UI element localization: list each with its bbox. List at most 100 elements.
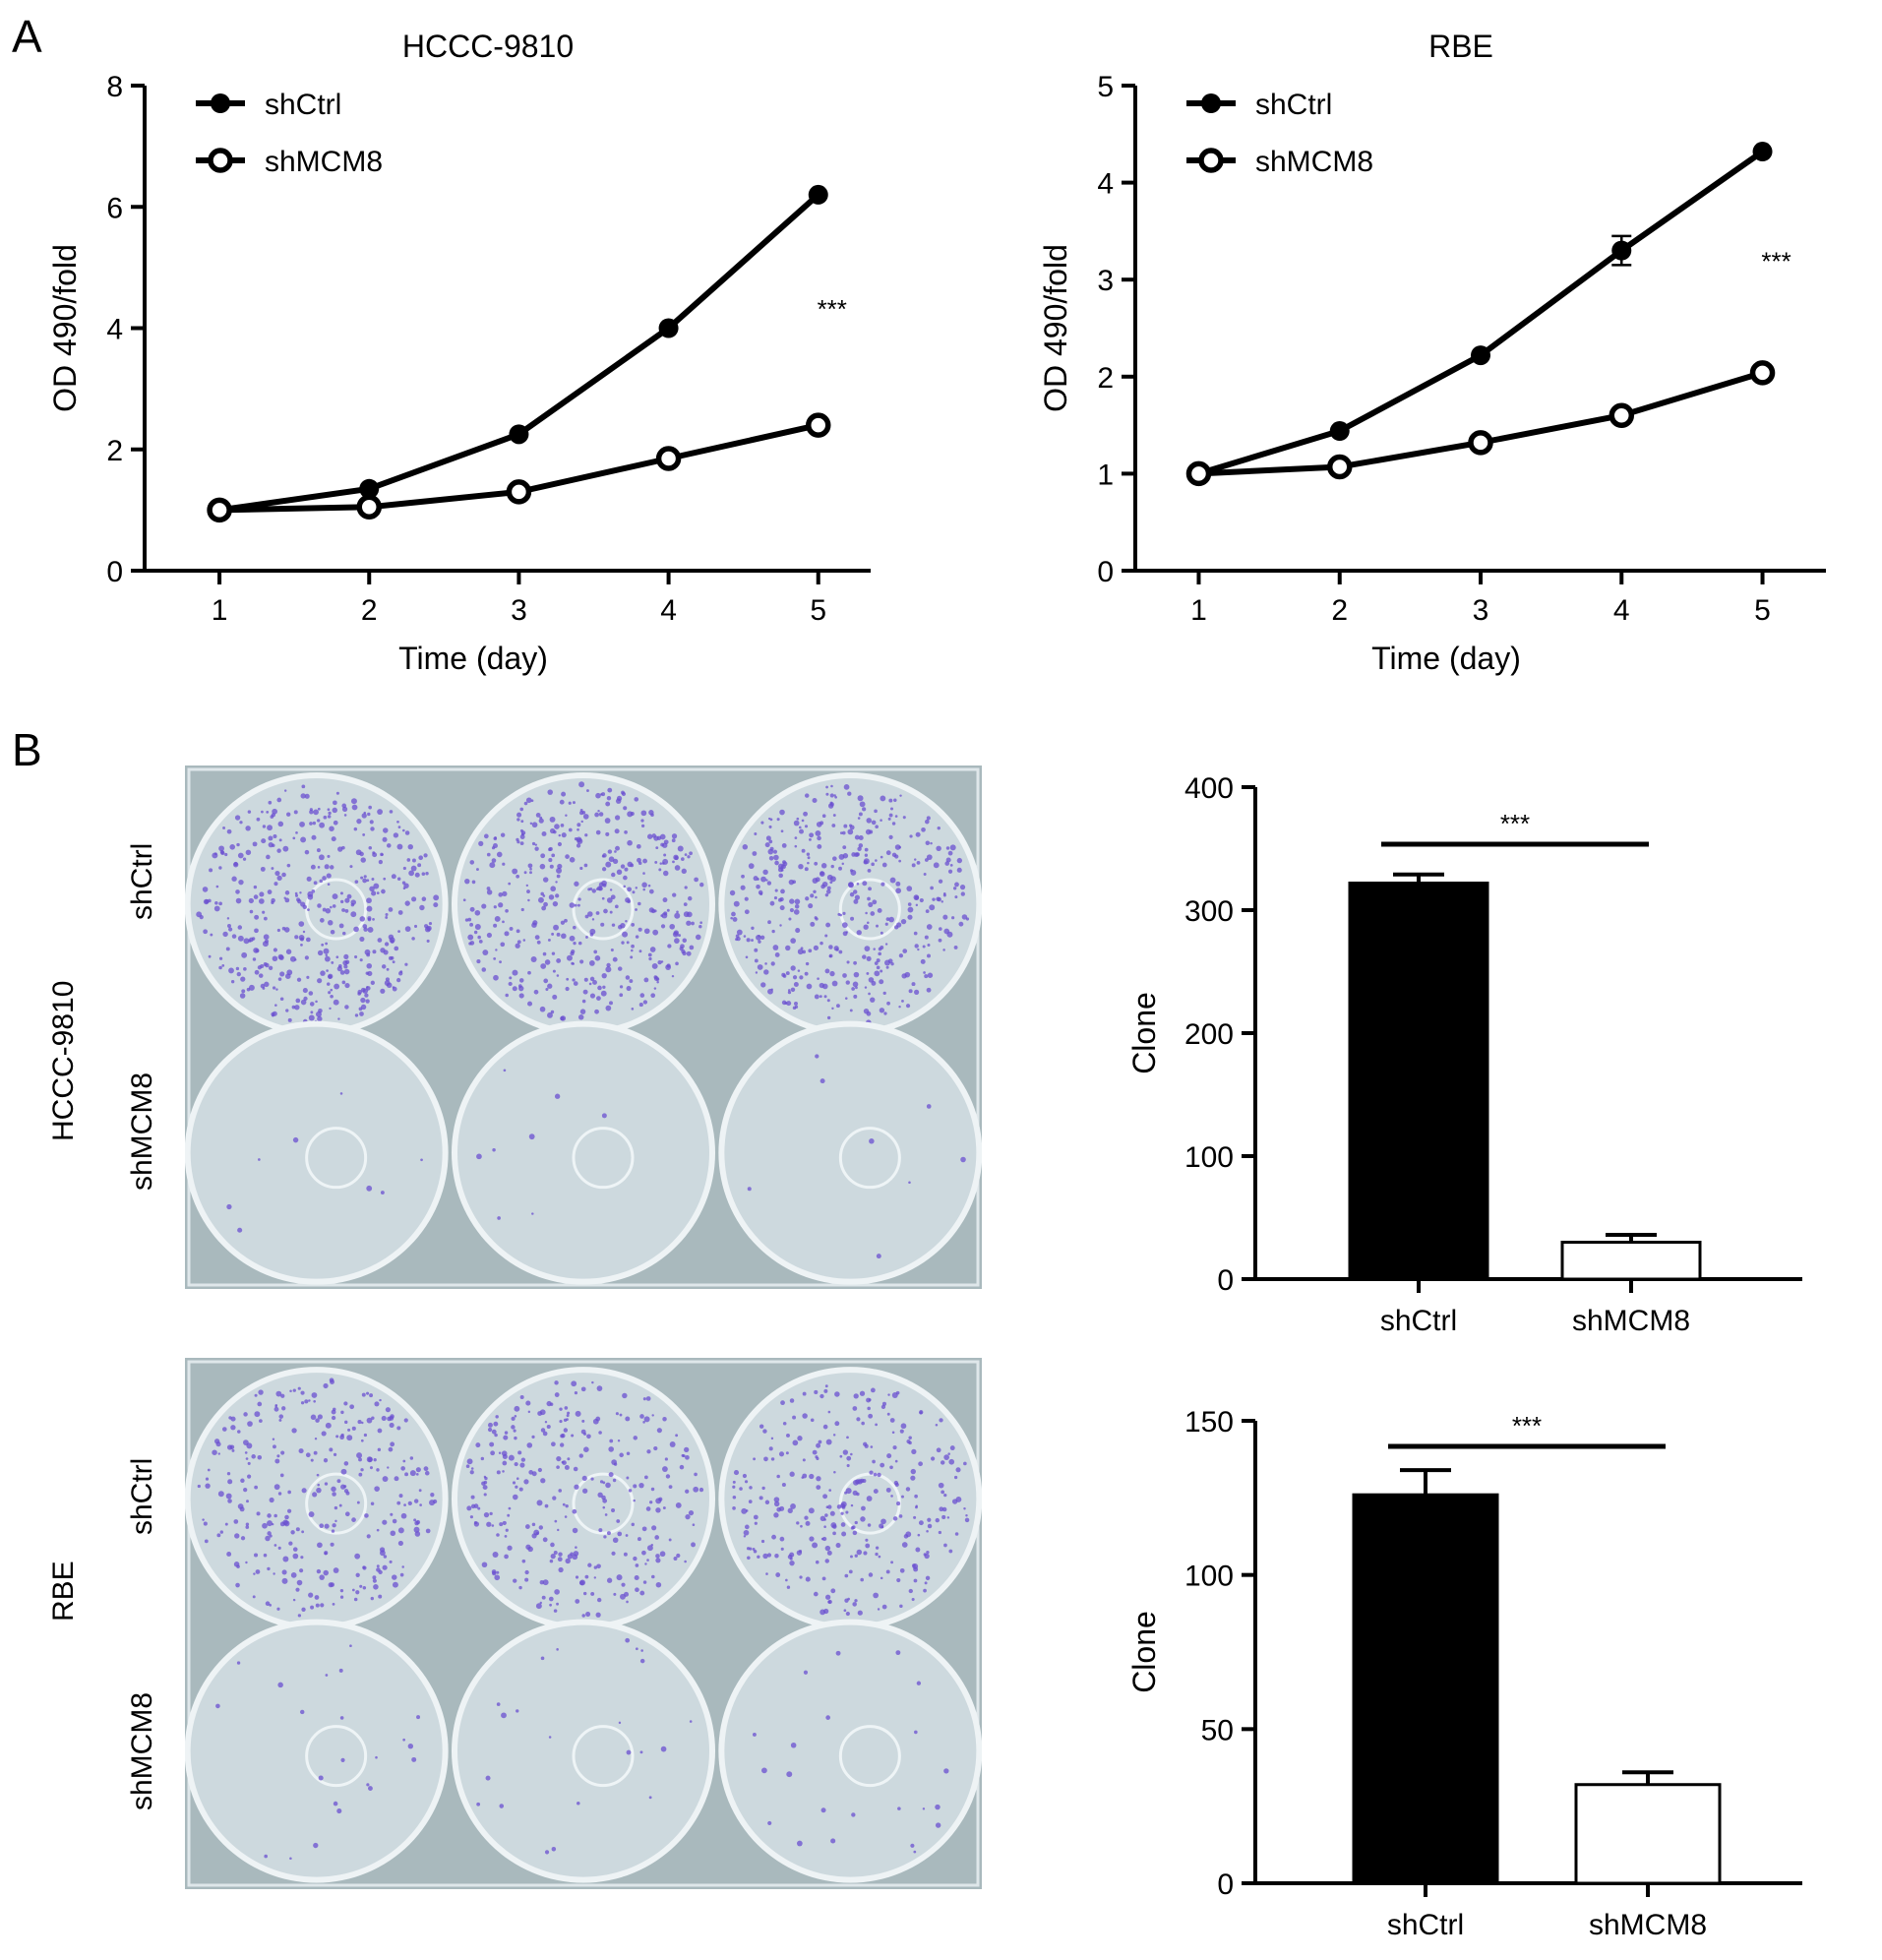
colony [541,830,547,836]
colony [910,1843,915,1848]
colony [247,1461,251,1465]
colony [825,888,831,894]
colony [340,1433,344,1438]
colony [324,1523,330,1529]
colony [210,933,213,937]
colony [284,973,291,979]
colony [268,965,273,970]
colony [398,1494,403,1499]
colony [646,1545,653,1552]
colony [945,857,951,863]
colony [862,881,868,887]
colony [880,795,886,802]
colony [226,828,232,834]
colony [884,943,888,946]
colony [815,1560,820,1564]
legend-label-shMCM8: shMCM8 [1255,146,1373,178]
colony [646,1559,649,1562]
colony [897,1807,901,1810]
colony [940,1460,945,1465]
colony [873,1489,879,1495]
colony [829,881,833,885]
colony [396,1501,401,1505]
colony [927,953,931,958]
colony [226,917,230,920]
colony [392,986,397,992]
colony [639,1414,644,1419]
colony [494,1574,501,1581]
colony [246,1500,249,1503]
colony [363,927,368,932]
colony [272,986,276,990]
colony [332,1523,336,1528]
colony [342,931,346,936]
colony [617,1439,621,1442]
colony [516,874,520,879]
colony [293,810,298,815]
colony [354,955,358,959]
colony [779,924,782,927]
colony [299,1568,304,1573]
colony [314,1437,318,1440]
colony [635,887,638,889]
colony [832,856,837,861]
colony [617,1531,623,1537]
colony [789,898,795,904]
colony [309,1002,315,1007]
colony [923,1553,927,1557]
colony [655,1507,661,1513]
colony [364,1513,369,1518]
colony [854,834,860,840]
colony [310,1605,315,1610]
colony [547,789,553,795]
colony [310,1011,314,1014]
colony [502,1460,508,1466]
colony [276,848,281,853]
colony [273,1444,276,1449]
colony [399,1572,404,1577]
colony [826,874,833,881]
colony [633,1484,637,1489]
colony [815,830,821,836]
colony [240,1536,246,1541]
colony [887,817,891,821]
colony [397,910,403,915]
colony [315,1000,318,1004]
colony [569,902,576,908]
colony [820,1609,825,1616]
colony [245,1457,249,1460]
colony [315,1603,320,1608]
colony [466,1458,473,1465]
colony [645,1396,651,1401]
colony [325,953,329,957]
colony [273,1544,277,1547]
colony [571,1380,577,1387]
colony [614,815,621,821]
colony [688,1509,695,1516]
colony [803,1670,809,1675]
colony [327,854,331,858]
colony [612,1537,619,1544]
colony [901,1495,904,1499]
colony [527,1546,533,1553]
colony [230,1425,236,1431]
colony [272,1011,277,1016]
colony [845,1510,849,1514]
colony [597,809,600,813]
colony [221,964,225,967]
colony [914,989,920,995]
colony [946,1516,950,1519]
colony [535,813,541,818]
colony [294,891,298,895]
colony [742,1473,748,1479]
colony [494,915,501,922]
colony [539,863,546,870]
colony [257,1455,263,1460]
colony [941,1506,947,1512]
plate-photo-rbe [185,1358,982,1889]
colony [849,1009,853,1012]
y-tick-label: 200 [1184,1018,1234,1051]
x-tick-label: 5 [1754,594,1771,627]
colony [660,960,664,963]
colony [377,809,384,815]
